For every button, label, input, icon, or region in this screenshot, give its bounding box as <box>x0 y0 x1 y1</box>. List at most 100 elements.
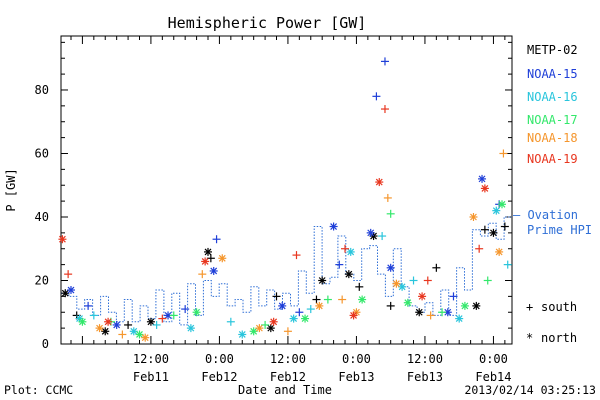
north-point <box>112 320 121 329</box>
north-point <box>289 314 298 323</box>
marker-stroke <box>481 184 489 192</box>
marker-stroke <box>358 296 366 303</box>
marker-stroke <box>492 207 500 215</box>
marker-stroke <box>193 308 201 316</box>
marker-stroke <box>136 331 143 338</box>
marker-stroke <box>101 327 109 335</box>
marker-stroke <box>415 308 423 316</box>
x-tick-label-date: Feb11 <box>133 370 169 384</box>
north-point <box>492 206 501 215</box>
marker-stroke <box>204 248 212 256</box>
marker-stroke <box>96 324 103 332</box>
north-point <box>403 298 412 307</box>
south-point <box>158 314 167 323</box>
chart-title: Hemispheric Power [GW] <box>168 14 367 32</box>
marker-stroke <box>290 315 298 323</box>
legend-south-symbol: + <box>526 300 533 314</box>
north-point <box>346 247 355 256</box>
marker-stroke <box>318 277 326 284</box>
y-axis-ticks: 0 20 40 60 80 <box>35 41 512 351</box>
north-point <box>201 257 210 266</box>
south-point <box>118 330 127 339</box>
plot-timestamp: 2013/02/14 03:25:13 <box>464 383 596 397</box>
x-tick-label-date: Feb14 <box>475 370 511 384</box>
north-point <box>269 317 278 326</box>
south-point <box>341 244 350 253</box>
x-tick-label-time: 0:00 <box>479 352 508 366</box>
north-point <box>318 276 327 285</box>
legend-entry-0: METP-02 <box>527 43 578 57</box>
marker-stroke <box>495 248 503 256</box>
marker-stroke <box>301 315 309 323</box>
legend-ovation-line1: — Ovation <box>513 208 578 222</box>
marker-stroke <box>250 327 258 335</box>
north-point <box>415 308 424 317</box>
north-point <box>478 174 487 183</box>
marker-stroke <box>315 302 323 310</box>
x-tick-label-time: 12:00 <box>407 352 443 366</box>
x-tick-label-date: Feb12 <box>270 370 306 384</box>
south-point <box>380 57 389 66</box>
south-point <box>89 311 98 320</box>
north-point <box>315 301 324 310</box>
south-point <box>292 251 301 260</box>
marker-stroke <box>470 213 477 221</box>
marker-stroke <box>270 318 278 326</box>
north-point <box>455 314 464 323</box>
north-point <box>129 327 138 336</box>
x-tick-label-date: Feb13 <box>407 370 443 384</box>
north-point <box>135 330 144 339</box>
south-point <box>169 311 178 320</box>
legend-north-label: north <box>541 331 577 345</box>
south-point <box>212 235 221 244</box>
legend-entry-3: NOAA-17 <box>527 113 578 127</box>
north-point <box>146 317 155 326</box>
north-point <box>204 247 213 256</box>
north-point <box>329 222 338 231</box>
south-point <box>206 254 215 263</box>
legend-ovation-line2: Prime HPI <box>527 223 592 237</box>
south-point <box>261 320 270 329</box>
south-point <box>338 295 347 304</box>
south-point <box>500 222 509 231</box>
north-point <box>358 295 367 304</box>
marker-stroke <box>61 289 69 297</box>
south-point <box>475 244 484 253</box>
north-point <box>472 301 481 310</box>
north-point <box>495 247 504 256</box>
x-axis-ticks: 12:00 Feb11 0:00 Feb12 12:00 Feb12 0:00 Feb13 12… <box>70 36 512 384</box>
x-axis-label: Date and Time <box>238 383 332 397</box>
north-point <box>392 279 401 288</box>
north-point <box>349 311 358 320</box>
marker-stroke <box>418 292 426 300</box>
legend-entry-1: NOAA-15 <box>527 67 578 81</box>
north-point <box>78 317 87 326</box>
south-point <box>503 260 512 269</box>
marker-stroke <box>498 200 506 208</box>
marker-stroke <box>330 223 338 230</box>
north-point <box>209 266 218 275</box>
north-point <box>489 228 498 237</box>
legend-entry-4: NOAA-18 <box>527 131 578 145</box>
north-point <box>480 184 489 193</box>
legend-north-symbol: * <box>526 331 533 345</box>
south-point <box>386 209 395 218</box>
north-point <box>398 282 407 291</box>
marker-stroke <box>187 324 195 332</box>
x-tick-label-time: 0:00 <box>205 352 234 366</box>
marker-stroke <box>404 299 412 307</box>
legend-entry-2: NOAA-16 <box>527 90 578 104</box>
north-point <box>366 228 375 237</box>
north-point <box>469 212 478 221</box>
south-point <box>432 263 441 272</box>
south-point <box>409 276 418 285</box>
south-point <box>423 276 432 285</box>
marker-stroke <box>392 280 400 288</box>
y-tick-label: 40 <box>35 210 49 224</box>
marker-stroke <box>398 283 406 291</box>
marker-stroke <box>461 302 469 310</box>
marker-stroke <box>345 270 353 278</box>
y-tick-label: 20 <box>35 273 49 287</box>
south-point <box>306 305 315 314</box>
